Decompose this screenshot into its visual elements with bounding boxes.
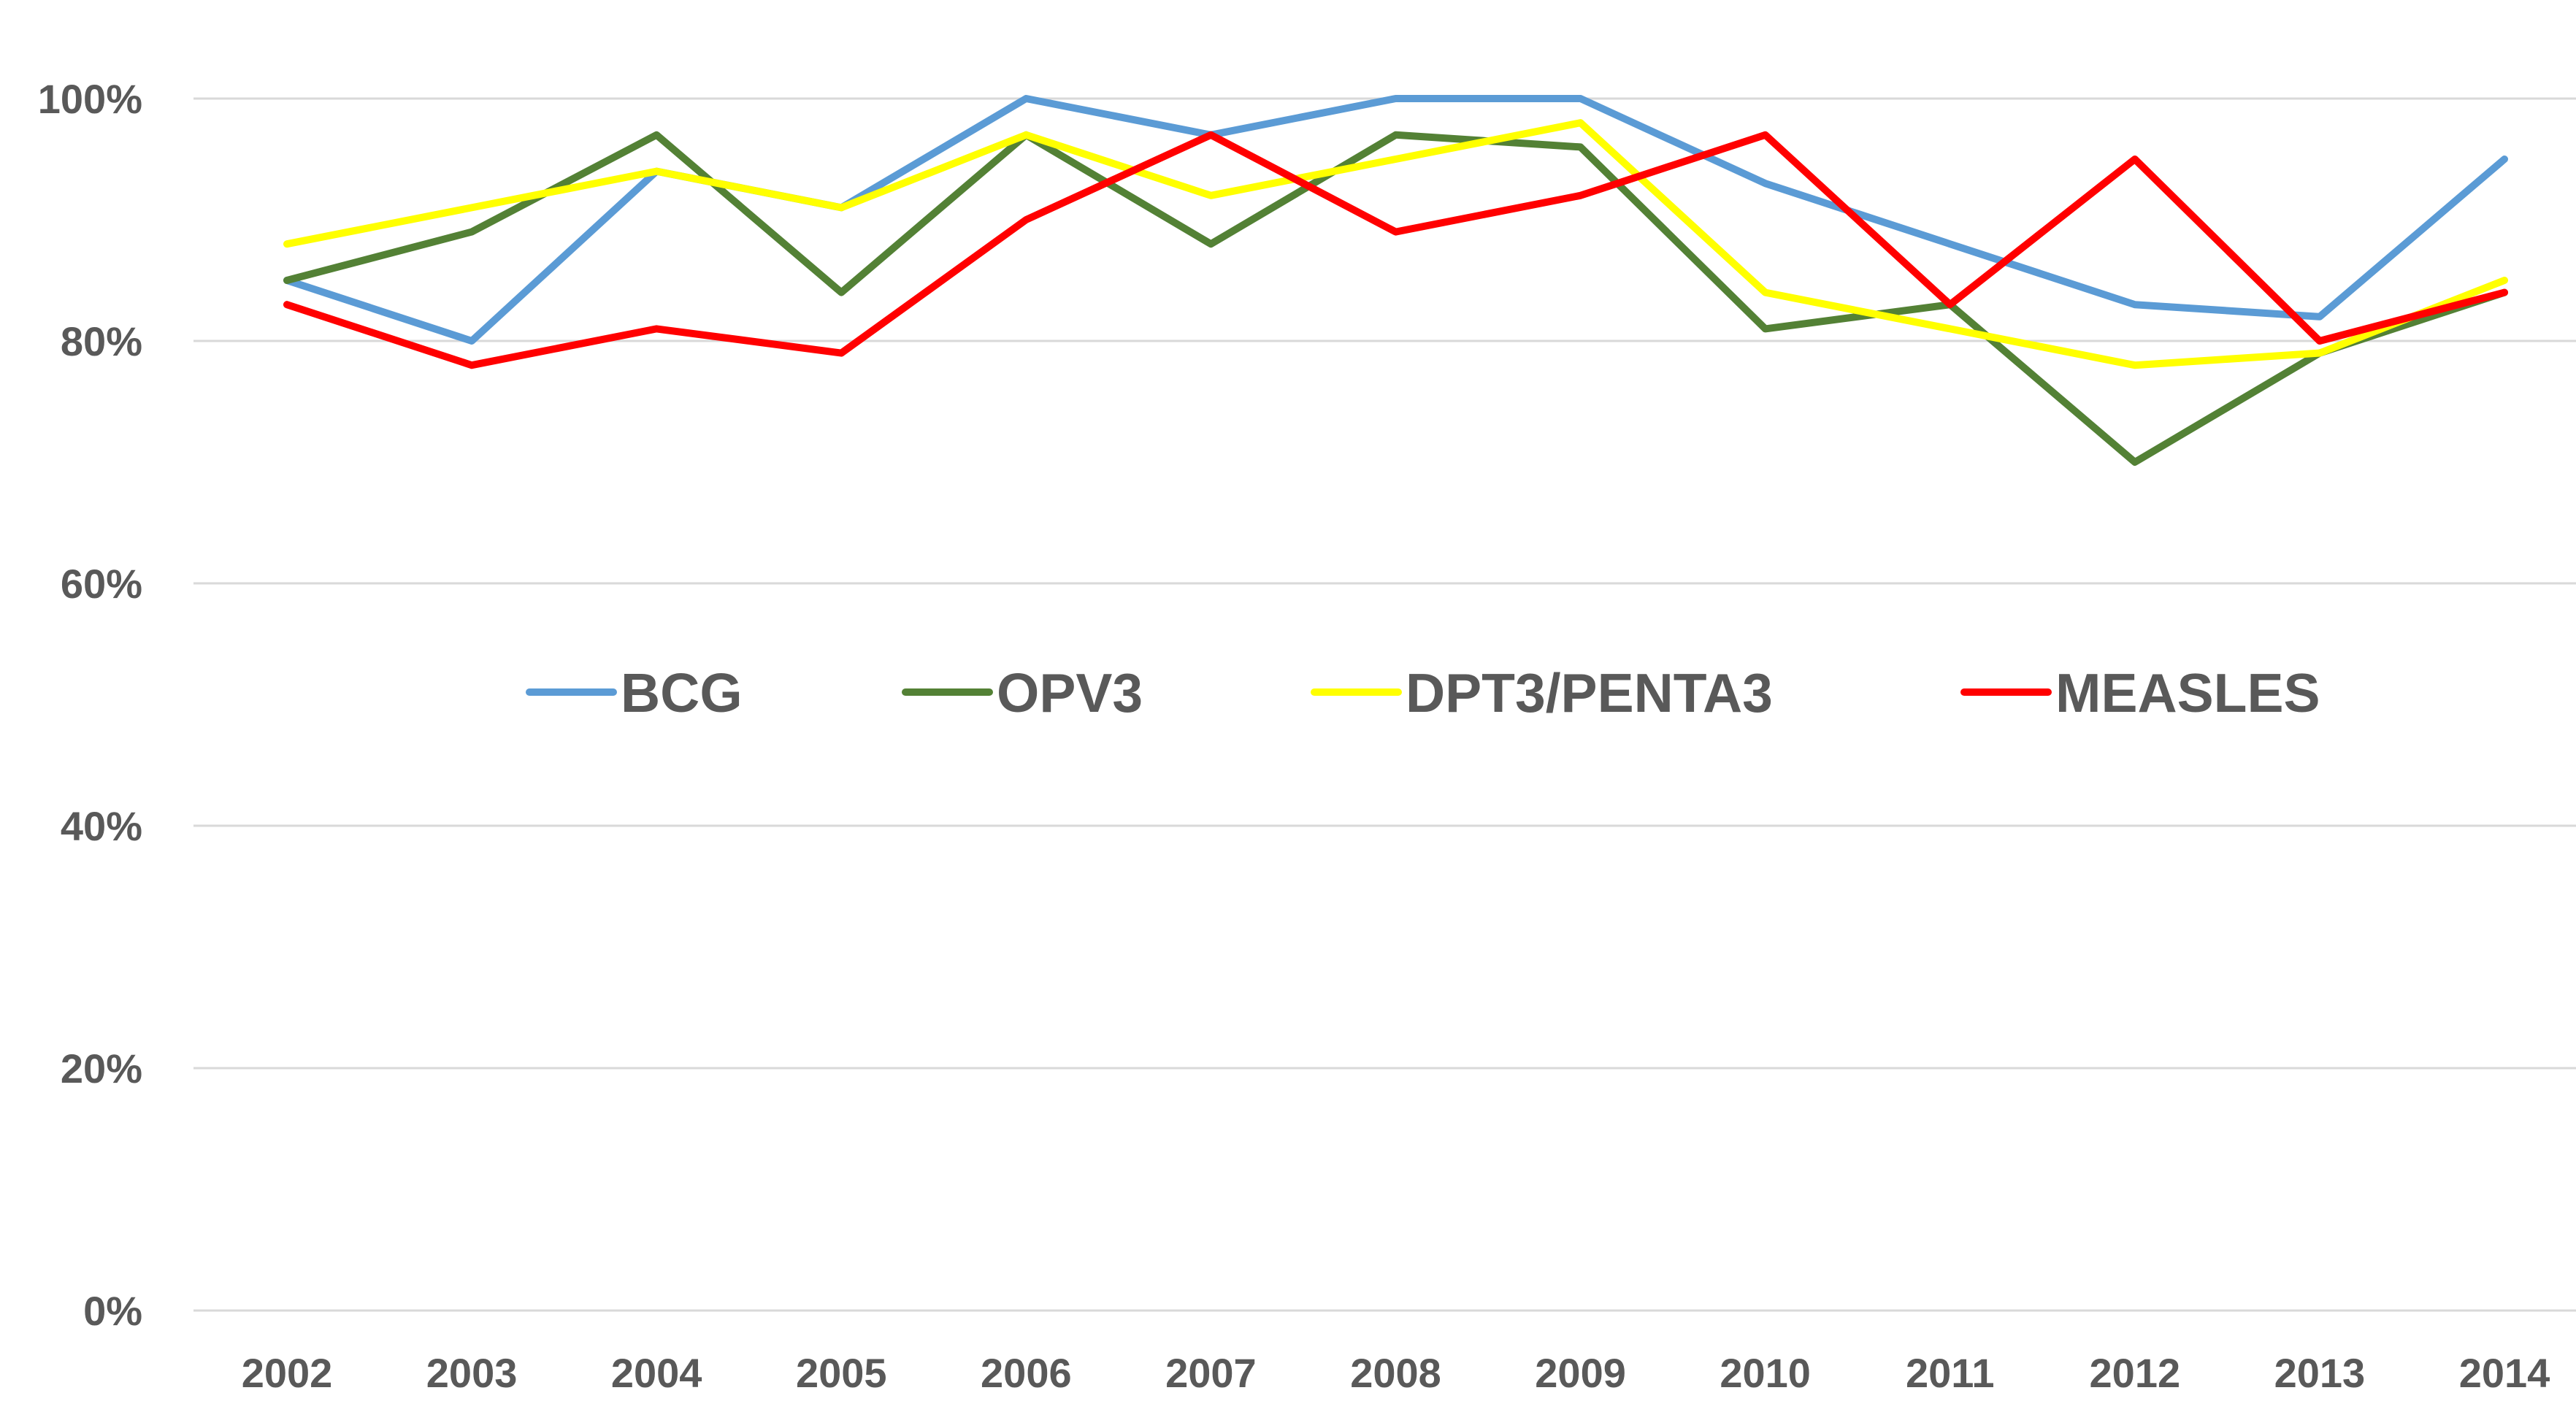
- x-tick-label: 2012: [2090, 1350, 2181, 1396]
- series-lines: [283, 95, 2508, 466]
- legend: BCG OPV3 DPT3/PENTA3 MEASLES: [526, 662, 2320, 724]
- y-tick-label: 100%: [38, 76, 142, 122]
- y-tick-label: 40%: [61, 803, 142, 849]
- legend-label: BCG: [621, 662, 743, 724]
- x-tick-label: 2008: [1350, 1350, 1441, 1396]
- y-axis-tick-labels: 0% 20% 40% 60% 80% 100%: [38, 76, 142, 1334]
- x-tick-label: 2002: [242, 1350, 333, 1396]
- x-tick-label: 2005: [796, 1350, 887, 1396]
- y-tick-label: 80%: [61, 318, 142, 364]
- x-tick-label: 2009: [1535, 1350, 1626, 1396]
- x-axis-tick-labels: 2002 2003 2004 2005 2006 2007 2008 2009 2010 2011…: [242, 1350, 2550, 1396]
- y-tick-label: 60%: [61, 561, 142, 607]
- x-tick-label: 2004: [611, 1350, 702, 1396]
- x-tick-label: 2011: [1906, 1350, 1995, 1396]
- legend-item-measles: MEASLES: [1960, 662, 2320, 724]
- legend-item-dpt3-penta3: DPT3/PENTA3: [1311, 662, 1773, 724]
- legend-label: OPV3: [997, 662, 1143, 724]
- series-line-opv3: [283, 131, 2508, 466]
- legend-label: MEASLES: [2055, 662, 2320, 724]
- legend-label: DPT3/PENTA3: [1406, 662, 1773, 724]
- series-line-measles: [283, 131, 2508, 369]
- y-tick-label: 0%: [83, 1288, 142, 1334]
- x-tick-label: 2006: [981, 1350, 1072, 1396]
- x-tick-label: 2007: [1165, 1350, 1257, 1396]
- series-line-dpt3-penta3: [283, 119, 2508, 369]
- legend-item-opv3: OPV3: [902, 662, 1143, 724]
- x-tick-label: 2010: [1720, 1350, 1811, 1396]
- x-tick-label: 2003: [426, 1350, 518, 1396]
- x-tick-label: 2013: [2274, 1350, 2366, 1396]
- legend-item-bcg: BCG: [526, 662, 743, 724]
- y-tick-label: 20%: [61, 1045, 142, 1091]
- x-tick-label: 2014: [2459, 1350, 2550, 1396]
